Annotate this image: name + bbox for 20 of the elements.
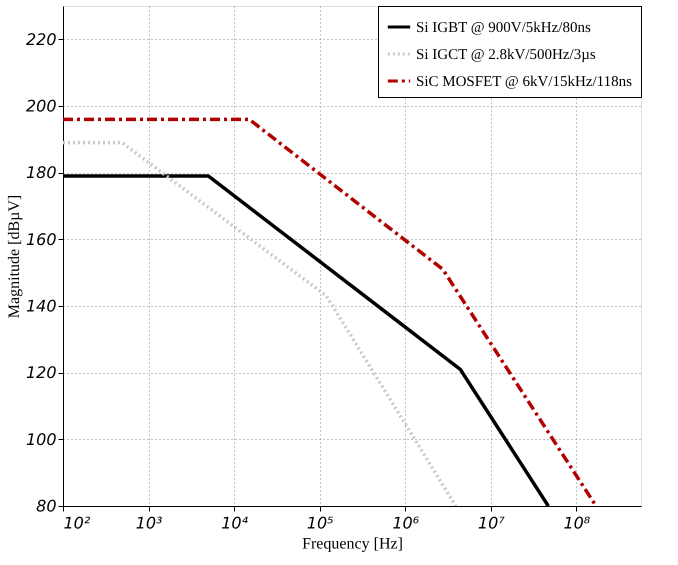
x-tick-label: 10⁸ [563,514,591,532]
x-axis-title: Frequency [Hz] [302,536,403,552]
legend-label: Si IGCT @ 2.8kV/500Hz/3µs [416,47,596,63]
y-axis-title: Magnitude [dBµV] [6,194,23,318]
y-tick-label: 80 [36,496,56,516]
y-tick-label: 160 [26,230,56,249]
y-tick-label: 180 [26,163,56,182]
x-tick-label: 10⁴ [221,514,249,532]
x-tick-label: 10⁷ [478,514,506,532]
x-tick-label: 10³ [136,514,162,532]
legend-label: SiC MOSFET @ 6kV/15kHz/118ns [416,74,632,90]
y-tick-label: 140 [26,296,56,316]
y-tick-label: 100 [26,430,56,449]
y-tick-label: 220 [26,30,56,49]
x-tick-label: 10⁵ [306,514,334,532]
y-tick-label: 120 [26,363,56,382]
x-tick-label: 10² [64,514,91,532]
y-tick-label: 200 [26,96,56,116]
x-tick-label: 10⁶ [392,514,420,532]
legend-label: Si IGBT @ 900V/5kHz/80ns [416,20,591,36]
